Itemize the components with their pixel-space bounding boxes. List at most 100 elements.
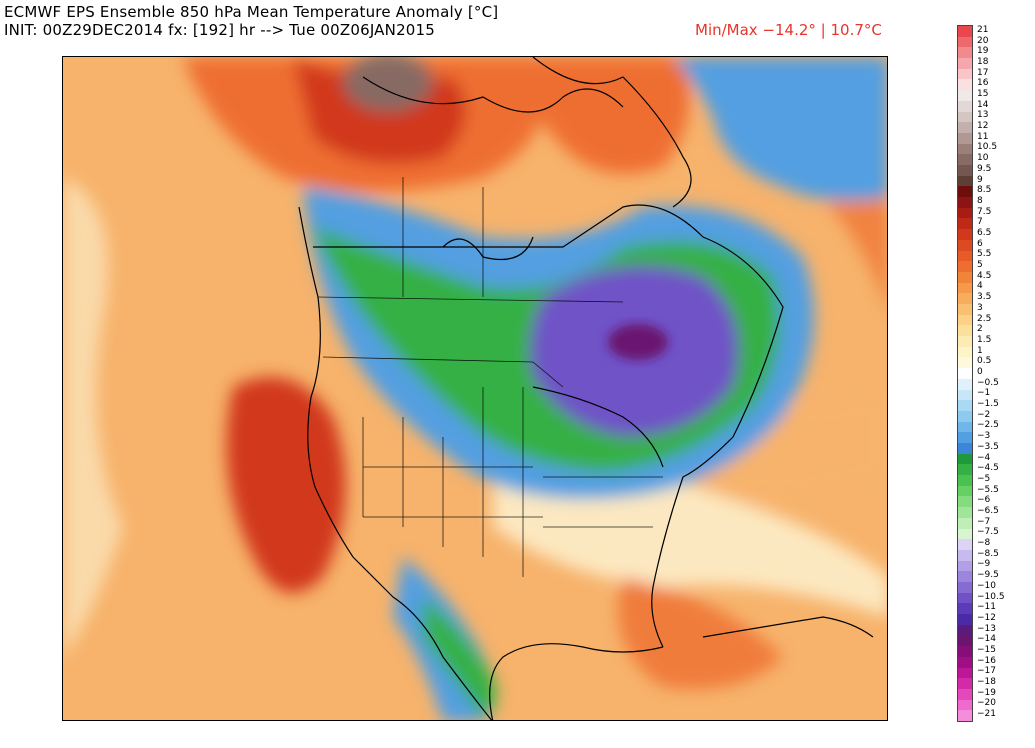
colorbar-swatch [958, 143, 972, 155]
colorbar-swatch [958, 389, 972, 401]
colorbar-swatch [958, 485, 972, 497]
colorbar-tick-label: −8.5 [977, 548, 999, 559]
colorbar-swatch [958, 186, 972, 198]
colorbar-tick-label: −21 [977, 709, 996, 720]
colorbar-tick-label: −16 [977, 655, 996, 666]
colorbar-swatch [958, 688, 972, 700]
colorbar-swatch [958, 614, 972, 626]
colorbar-tick-label: −10 [977, 580, 996, 591]
colorbar-swatch [958, 58, 972, 70]
colorbar-swatch [958, 154, 972, 166]
colorbar-swatch [958, 635, 972, 647]
colorbar-swatch [958, 368, 972, 380]
colorbar-swatch [958, 250, 972, 262]
colorbar-tick-label: 1 [977, 345, 983, 356]
colorbar-swatch [958, 165, 972, 176]
colorbar [957, 25, 973, 722]
colorbar-swatch [958, 400, 972, 412]
colorbar-tick-label: 8.5 [977, 185, 992, 196]
colorbar-swatch [958, 443, 972, 454]
colorbar-tick-label: 5 [977, 260, 983, 271]
colorbar-tick-label: −6 [977, 495, 991, 506]
colorbar-swatch [958, 282, 972, 294]
colorbar-tick-label: 20 [977, 35, 989, 46]
colorbar-swatch [958, 357, 972, 369]
colorbar-tick-label: 10 [977, 153, 989, 164]
colorbar-tick-label: −0.5 [977, 377, 999, 388]
colorbar-tick-label: 1.5 [977, 334, 992, 345]
colorbar-tick-label: 10.5 [977, 142, 998, 153]
colorbar-tick-label: −3 [977, 431, 991, 442]
colorbar-tick-label: 8 [977, 195, 983, 206]
colorbar-swatch [958, 36, 972, 48]
colorbar-tick-label: 2.5 [977, 313, 992, 324]
colorbar-tick-label: 5.5 [977, 249, 992, 260]
colorbar-swatch [958, 656, 972, 668]
colorbar-tick-label: 0 [977, 367, 983, 377]
colorbar-swatch [958, 624, 972, 636]
map-canvas [63, 57, 887, 720]
colorbar-swatch [958, 207, 972, 219]
colorbar-swatch [958, 410, 972, 422]
colorbar-tick-label: −18 [977, 677, 996, 688]
colorbar-tick-label: 6 [977, 238, 983, 249]
colorbar-tick-label: −12 [977, 612, 996, 623]
colorbar-swatch [958, 378, 972, 390]
colorbar-swatch [958, 68, 972, 80]
colorbar-swatch [958, 314, 972, 326]
colorbar-swatch [958, 582, 972, 593]
colorbar-swatch [958, 475, 972, 487]
colorbar-swatch [958, 175, 972, 187]
colorbar-tick-label: −2 [977, 409, 991, 420]
colorbar-swatch [958, 528, 972, 540]
colorbar-swatch [958, 517, 972, 529]
colorbar-swatch [958, 710, 972, 722]
coastlines [298, 57, 874, 720]
colorbar-swatch [958, 79, 972, 91]
colorbar-tick-label: 9.5 [977, 163, 992, 174]
init-forecast-time: INIT: 00Z29DEC2014 fx: [192] hr --> Tue … [4, 21, 436, 39]
colorbar-tick-label: −6.5 [977, 506, 999, 516]
colorbar-tick-label: −20 [977, 698, 996, 709]
colorbar-tick-label: 18 [977, 56, 989, 67]
colorbar-labels: 21 20 19 18 17 16 15 14 13 12 11 10.5 10 9.5 9 8.5 8 7.5 7… [977, 25, 1035, 722]
colorbar-tick-label: −13 [977, 623, 996, 634]
colorbar-tick-label: 11 [977, 131, 989, 142]
colorbar-tick-label: −3.5 [977, 441, 999, 452]
colorbar-swatch [958, 218, 972, 230]
colorbar-tick-label: 13 [977, 110, 989, 121]
colorbar-swatch [958, 239, 972, 251]
colorbar-tick-label: −5.5 [977, 484, 999, 495]
map-title: ECMWF EPS Ensemble 850 hPa Mean Temperat… [4, 3, 499, 21]
temperature-anomaly-map [62, 56, 888, 721]
min-max-readout: Min/Max −14.2° | 10.7°C [695, 21, 882, 39]
colorbar-tick-label: 19 [977, 46, 989, 57]
colorbar-swatch [958, 100, 972, 112]
colorbar-swatch [958, 646, 972, 658]
colorbar-tick-label: −15 [977, 645, 996, 655]
colorbar-tick-label: 4.5 [977, 270, 992, 281]
colorbar-tick-label: −5 [977, 473, 991, 484]
colorbar-swatch [958, 325, 972, 337]
political-borders [317, 177, 663, 577]
colorbar-tick-label: −1.5 [977, 399, 999, 410]
colorbar-tick-label: 14 [977, 99, 989, 110]
colorbar-tick-label: −4 [977, 452, 991, 463]
colorbar-tick-label: 7.5 [977, 206, 992, 217]
colorbar-swatch [958, 421, 972, 433]
colorbar-swatch [958, 699, 972, 711]
colorbar-tick-label: −1 [977, 388, 991, 399]
colorbar-swatch [958, 603, 972, 615]
colorbar-swatch [958, 560, 972, 572]
colorbar-tick-label: −11 [977, 602, 996, 613]
colorbar-swatch [958, 304, 972, 315]
colorbar-swatch [958, 111, 972, 123]
colorbar-tick-label: 15 [977, 89, 989, 99]
colorbar-swatch [958, 464, 972, 476]
colorbar-tick-label: −2.5 [977, 420, 999, 431]
colorbar-tick-label: −14 [977, 634, 996, 645]
colorbar-tick-label: 7 [977, 217, 983, 228]
colorbar-swatch [958, 271, 972, 283]
colorbar-tick-label: −7 [977, 516, 991, 527]
colorbar-swatch [958, 507, 972, 519]
